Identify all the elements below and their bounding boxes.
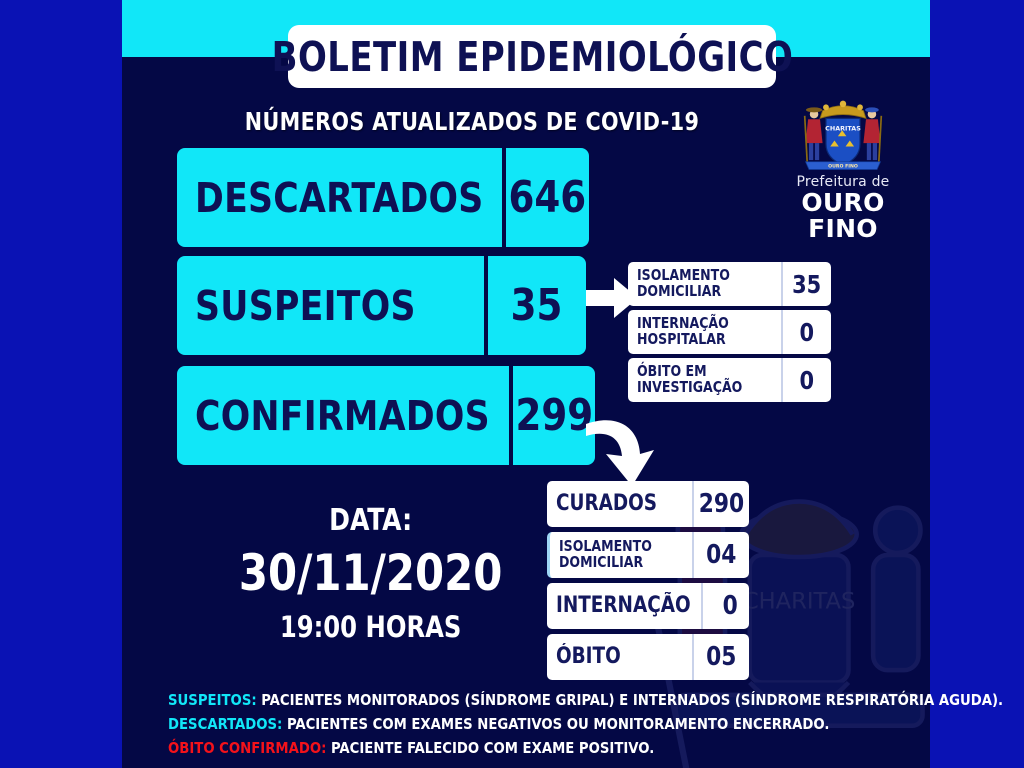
stat-row-confirmados: CONFIRMADOS 299 — [177, 366, 596, 465]
row-label-cell: INTERNAÇÃO HOSPITALAR — [628, 310, 781, 354]
page-title-badge: BOLETIM EPIDEMIOLÓGICO — [271, 25, 792, 88]
row-value-cell: 0 — [781, 358, 831, 402]
legend-text: PACIENTES MONITORADOS (SÍNDROME GRIPAL) … — [261, 691, 1004, 709]
row-label-line2: HOSPITALAR — [637, 330, 726, 348]
city-hall-logo: CHARITAS OURO FINO Prefeitura de OURO FI… — [768, 92, 918, 242]
row-label-line2: INVESTIGAÇÃO — [637, 378, 743, 396]
svg-text:CHARITAS: CHARITAS — [743, 588, 856, 614]
row-value-cell: 290 — [692, 481, 749, 527]
stat-label-cell: DESCARTADOS — [177, 148, 502, 247]
date-label: DATA: — [329, 503, 413, 538]
table-row: ÓBITO 05 — [547, 634, 749, 680]
row-value-text: 0 — [722, 591, 738, 621]
stat-value-cell: 35 — [484, 256, 586, 355]
row-value-text: 35 — [792, 269, 822, 299]
row-label-line1: ISOLAMENTO — [559, 537, 652, 556]
stat-value-text: 35 — [511, 280, 563, 331]
table-row: ISOLAMENTO DOMICILIAR 04 — [547, 532, 749, 578]
table-row: ISOLAMENTO DOMICILIAR 35 — [628, 262, 831, 306]
row-label-cell: ISOLAMENTO DOMICILIAR — [550, 532, 692, 578]
row-label-line1: INTERNAÇÃO — [637, 314, 729, 333]
stat-value-cell: 646 — [501, 148, 589, 247]
table-row: CURADOS 290 — [547, 481, 749, 527]
legend-text: PACIENTES COM EXAMES NEGATIVOS OU MONITO… — [286, 715, 830, 734]
logo-prefix: Prefeitura de — [796, 174, 890, 190]
stat-label-cell: CONFIRMADOS — [177, 366, 509, 465]
row-label-line2: DOMICILIAR — [637, 282, 722, 300]
row-value-cell: 04 — [692, 532, 749, 578]
stat-value-text: 299 — [515, 390, 593, 441]
svg-text:OURO FINO: OURO FINO — [828, 164, 858, 170]
legend-key: ÓBITO CONFIRMADO: — [168, 739, 327, 758]
stat-label-text: DESCARTADOS — [195, 173, 484, 222]
stat-label-text: CONFIRMADOS — [195, 391, 490, 440]
row-label-cell: ÓBITO — [547, 634, 692, 680]
row-label-cell: ÓBITO EM INVESTIGAÇÃO — [628, 358, 781, 402]
legend-text: PACIENTE FALECIDO COM EXAME POSITIVO. — [331, 739, 655, 758]
stat-label-cell: SUSPEITOS — [177, 256, 484, 355]
confirmed-breakdown-table: CURADOS 290 ISOLAMENTO DOMICILIAR 04 INT… — [547, 481, 749, 685]
legend-key: SUSPEITOS: — [168, 691, 257, 709]
row-label-line1: CURADOS — [556, 491, 658, 517]
stat-row-suspeitos: SUSPEITOS 35 — [177, 256, 586, 355]
bulletin-date-block: DATA: 30/11/2020 19:00 HORAS — [190, 503, 552, 644]
row-label-line1: ISOLAMENTO — [637, 266, 730, 285]
row-label-line1: ÓBITO — [556, 644, 621, 670]
legend-footer: SUSPEITOS: PACIENTES MONITORADOS (SÍNDRO… — [168, 688, 1003, 760]
row-value-text: 290 — [698, 489, 745, 519]
row-value-cell: 0 — [781, 310, 831, 354]
page-title: BOLETIM EPIDEMIOLÓGICO — [271, 32, 793, 81]
row-label-line1: ÓBITO EM — [637, 362, 707, 381]
row-value-text: 05 — [706, 642, 737, 672]
logo-city-name: OURO FINO — [801, 188, 885, 243]
row-value-text: 0 — [799, 317, 815, 347]
svg-text:CHARITAS: CHARITAS — [825, 124, 861, 132]
arrow-right-icon — [586, 278, 638, 318]
page-subtitle: NÚMEROS ATUALIZADOS DE COVID-19 — [244, 107, 700, 136]
arrow-curve-down-icon — [586, 420, 654, 486]
stat-row-descartados: DESCARTADOS 646 — [177, 148, 589, 247]
suspects-breakdown-table: ISOLAMENTO DOMICILIAR 35 INTERNAÇÃO HOSP… — [628, 262, 831, 406]
row-label-line1: INTERNAÇÃO — [556, 593, 691, 619]
stat-value-cell: 299 — [508, 366, 596, 465]
stat-value-text: 646 — [508, 172, 587, 223]
table-row: INTERNAÇÃO HOSPITALAR 0 — [628, 310, 831, 354]
row-value-cell: 05 — [692, 634, 749, 680]
row-value-text: 04 — [706, 540, 737, 570]
row-label-line2: DOMICILIAR — [559, 553, 644, 571]
row-label-cell: CURADOS — [547, 481, 692, 527]
row-value-cell: 35 — [781, 262, 831, 306]
page-subtitle-wrap: NÚMEROS ATUALIZADOS DE COVID-19 — [122, 107, 822, 136]
legend-line: ÓBITO CONFIRMADO: PACIENTE FALECIDO COM … — [168, 736, 890, 760]
date-value: 30/11/2020 — [239, 544, 503, 602]
legend-key: DESCARTADOS: — [168, 715, 283, 734]
row-label-cell: ISOLAMENTO DOMICILIAR — [628, 262, 781, 306]
row-value-cell: 0 — [700, 583, 749, 629]
stat-label-text: SUSPEITOS — [195, 281, 416, 330]
table-row: ÓBITO EM INVESTIGAÇÃO 0 — [628, 358, 831, 402]
table-row: INTERNAÇÃO 0 — [547, 583, 749, 629]
row-label-cell: INTERNAÇÃO — [547, 583, 701, 629]
legend-line: DESCARTADOS: PACIENTES COM EXAMES NEGATI… — [168, 712, 890, 736]
legend-line: SUSPEITOS: PACIENTES MONITORADOS (SÍNDRO… — [168, 688, 1003, 712]
row-value-text: 0 — [799, 365, 815, 395]
date-time: 19:00 HORAS — [280, 610, 462, 644]
coat-of-arms-icon: CHARITAS OURO FINO — [803, 100, 883, 170]
